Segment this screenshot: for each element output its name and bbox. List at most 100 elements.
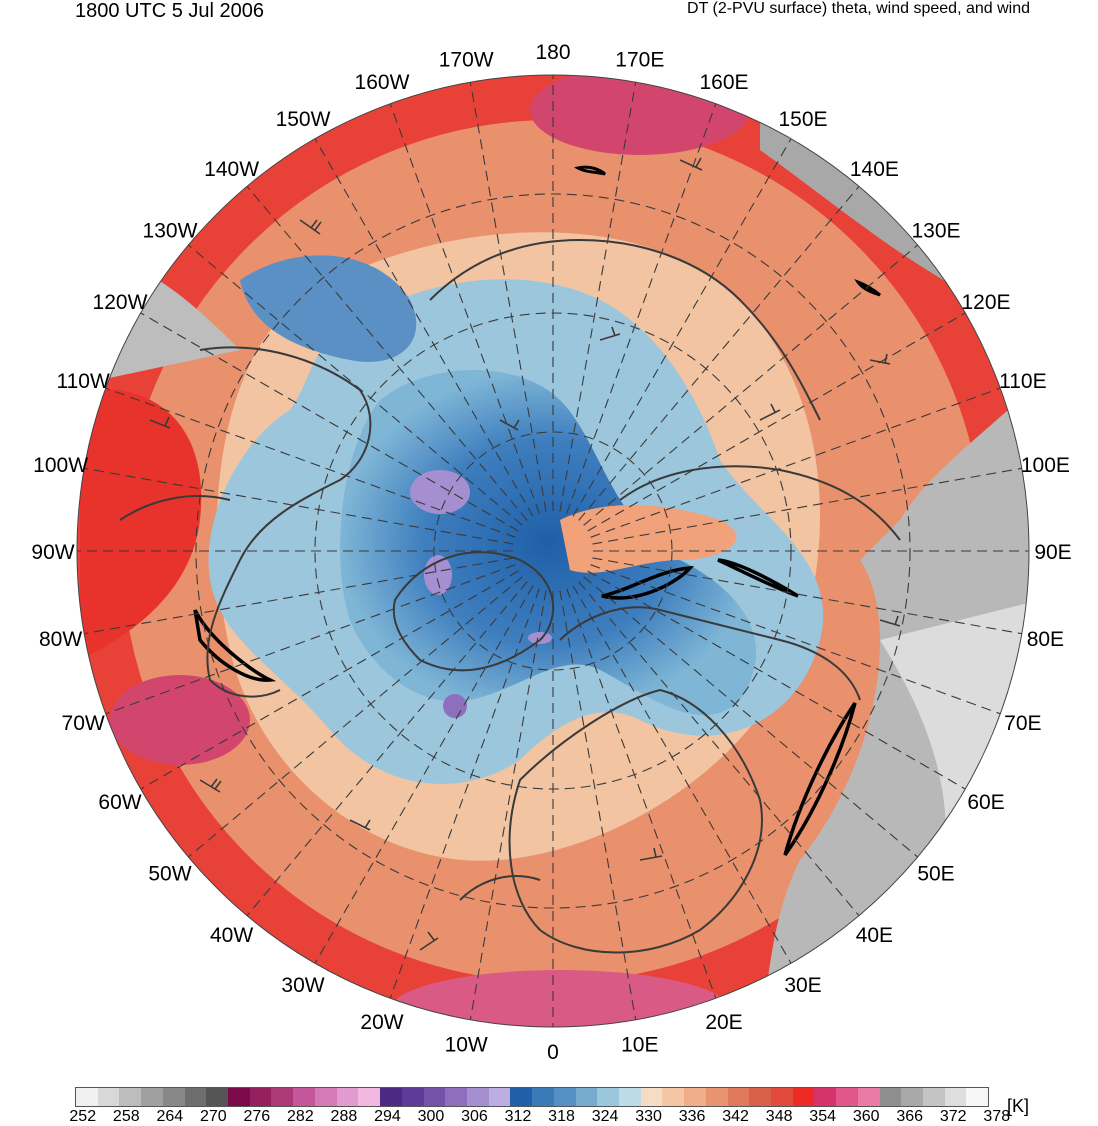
colorbar-swatch bbox=[228, 1088, 250, 1106]
colorbar-tick-label: 366 bbox=[896, 1108, 924, 1125]
longitude-label: 140E bbox=[850, 158, 899, 181]
longitude-label: 90W bbox=[31, 541, 74, 564]
colorbar-swatch bbox=[141, 1088, 163, 1106]
meridians bbox=[77, 75, 1029, 1027]
jet-contour-siberia-1 bbox=[601, 565, 694, 600]
colorbar-swatch bbox=[944, 1088, 967, 1106]
colorbar-swatch bbox=[836, 1088, 858, 1106]
longitude-label: 30E bbox=[784, 974, 821, 997]
jet-contour-pacific-2 bbox=[854, 278, 881, 297]
field-description-title: DT (2-PVU surface) theta, wind speed, an… bbox=[687, 0, 1030, 17]
longitude-label: 60E bbox=[967, 791, 1004, 814]
longitude-label: 70E bbox=[1004, 712, 1041, 735]
longitude-label: 20E bbox=[705, 1011, 742, 1034]
wind-barbs bbox=[149, 157, 901, 951]
colorbar-swatch bbox=[401, 1088, 424, 1106]
longitude-label: 160E bbox=[699, 71, 748, 94]
colorbar-swatch bbox=[684, 1088, 706, 1106]
longitude-label: 110W bbox=[56, 370, 109, 393]
longitude-label: 150W bbox=[276, 108, 331, 131]
meridian-line bbox=[140, 570, 519, 790]
colorbar-tick-label: 270 bbox=[199, 1108, 227, 1125]
meridian-line bbox=[314, 138, 534, 517]
meridian-line bbox=[592, 467, 1022, 545]
graticule bbox=[77, 75, 1029, 1027]
longitude-label: 170W bbox=[439, 49, 494, 72]
colorbar-swatch bbox=[879, 1088, 902, 1106]
colorbar-tick-label: 288 bbox=[330, 1108, 358, 1125]
jet-contour-siberia-2 bbox=[717, 558, 799, 598]
longitude-label: 170E bbox=[615, 49, 664, 72]
colorbar-swatch bbox=[162, 1088, 185, 1106]
colorbar-swatch bbox=[749, 1088, 771, 1106]
colorbar-swatch bbox=[814, 1088, 837, 1106]
meridian-line bbox=[578, 581, 860, 916]
colorbar-swatch bbox=[510, 1088, 533, 1106]
theta-warm-america bbox=[80, 388, 202, 660]
colorbar-swatch bbox=[553, 1088, 576, 1106]
longitude-label: 130W bbox=[143, 220, 198, 243]
theta-field bbox=[77, 75, 1029, 1027]
colorbar-swatch bbox=[380, 1088, 402, 1106]
meridian-line bbox=[389, 103, 540, 514]
jet-contour-asia bbox=[783, 702, 857, 857]
colorbar-swatch bbox=[358, 1088, 381, 1106]
meridian-line bbox=[314, 585, 534, 964]
colorbar-swatch bbox=[97, 1088, 120, 1106]
meridian-line bbox=[572, 585, 792, 964]
colorbar-tick-label: 330 bbox=[635, 1108, 662, 1125]
meridian-line bbox=[578, 186, 860, 521]
colorbar-swatch bbox=[727, 1088, 750, 1106]
colorbar-swatch bbox=[445, 1088, 467, 1106]
colorbar-tick-label: 348 bbox=[765, 1108, 793, 1125]
theta-magenta-patch-south bbox=[390, 970, 730, 1027]
longitude-label: 160W bbox=[355, 71, 410, 94]
longitude-label: 20W bbox=[360, 1011, 403, 1034]
meridian-line bbox=[246, 186, 528, 521]
theta-cold-vortex-core bbox=[340, 370, 757, 716]
polar-map: 180 170E 160E 150E 140E 130E 120E 110E 100E 90E 80… bbox=[31, 41, 1071, 1064]
longitude-label: 80E bbox=[1027, 628, 1064, 651]
meridian-line bbox=[140, 312, 519, 532]
colorbar-swatch bbox=[206, 1088, 229, 1106]
meridian-line bbox=[587, 570, 966, 790]
colorbar-swatch bbox=[532, 1088, 554, 1106]
longitude-label: 110E bbox=[999, 370, 1047, 393]
colorbar-swatch bbox=[662, 1088, 685, 1106]
colorbar-swatch bbox=[249, 1088, 272, 1106]
meridian-line bbox=[592, 557, 1022, 635]
meridian-line bbox=[469, 82, 547, 512]
colorbar-swatch bbox=[771, 1088, 793, 1106]
colorbar-tick-label: 312 bbox=[504, 1108, 532, 1125]
colorbar-tick-label: 360 bbox=[852, 1108, 880, 1125]
longitude-labels: 180 170E 160E 150E 140E 130E 120E 110E 100E 90E 80… bbox=[31, 41, 1071, 1064]
meridian-line bbox=[566, 588, 717, 999]
colorbar-swatch bbox=[119, 1088, 142, 1106]
colorbar-swatch bbox=[336, 1088, 359, 1106]
theta-coldest-spot-1 bbox=[410, 470, 470, 514]
colorbar-swatch bbox=[857, 1088, 880, 1106]
colorbar-tick-label: 276 bbox=[243, 1108, 271, 1125]
colorbar bbox=[75, 1087, 989, 1107]
colorbar-swatch bbox=[271, 1088, 294, 1106]
colorbar-swatch bbox=[901, 1088, 924, 1106]
longitude-label: 60W bbox=[98, 791, 141, 814]
colorbar-tick-label: 264 bbox=[156, 1108, 184, 1125]
meridian-line bbox=[559, 82, 637, 512]
colorbar-swatch bbox=[966, 1088, 989, 1106]
longitude-label: 70W bbox=[62, 712, 105, 735]
meridian-line bbox=[583, 576, 918, 858]
colorbar-swatch bbox=[640, 1088, 663, 1106]
colorbar-tick-label: 336 bbox=[678, 1108, 706, 1125]
colorbar-tick-label: 378 bbox=[983, 1108, 1011, 1125]
longitude-label: 10W bbox=[445, 1033, 488, 1056]
meridian-line bbox=[84, 557, 514, 635]
meridian-line bbox=[105, 387, 516, 538]
longitude-label: 0 bbox=[547, 1041, 559, 1064]
colorbar-tick-label: 282 bbox=[287, 1108, 314, 1125]
theta-magenta-patch-atlantic bbox=[110, 675, 250, 765]
colorbar-swatch bbox=[184, 1088, 207, 1106]
meridian-line bbox=[559, 590, 637, 1020]
longitude-label: 30W bbox=[281, 974, 324, 997]
meridian-line bbox=[469, 590, 547, 1020]
